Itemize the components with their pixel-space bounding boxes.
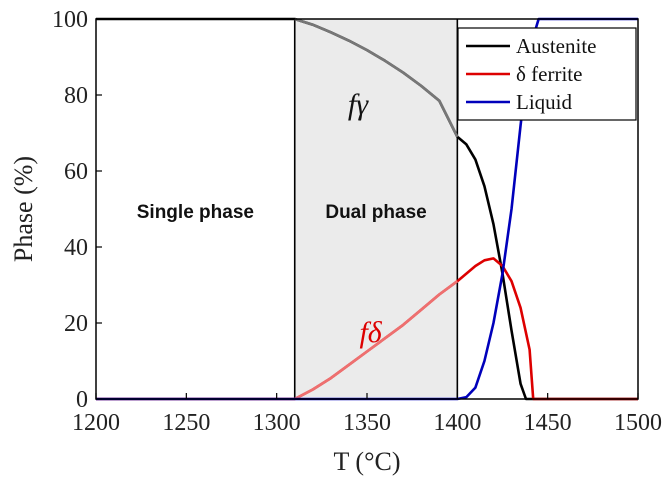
- x-tick-label: 1400: [433, 410, 481, 436]
- y-tick-label: 20: [64, 311, 88, 337]
- y-axis-label: Phase (%): [9, 156, 38, 262]
- legend-label: Liquid: [516, 90, 572, 114]
- y-tick-label: 100: [52, 7, 88, 33]
- phase-regions: Single phase Dual phase: [137, 19, 459, 399]
- y-tick-label: 40: [64, 235, 88, 261]
- annotations: fγ fδ: [348, 88, 383, 349]
- f-delta-annotation: fδ: [359, 316, 382, 349]
- region-shade-1: [294, 19, 458, 399]
- y-tick-label: 0: [76, 387, 88, 413]
- x-tick-label: 1450: [524, 410, 572, 436]
- x-tick-label: 1300: [253, 410, 301, 436]
- axis-ticks: 1200 1250 1300 1350 1400 1450 1500 0 20 40 60 80 100: [52, 7, 662, 436]
- legend-label: δ ferrite: [516, 62, 582, 86]
- region-label-0: Single phase: [137, 202, 254, 223]
- legend-label: Austenite: [516, 34, 596, 58]
- series-line-dual-0: [294, 17, 459, 138]
- series-line-dual-1: [294, 280, 459, 401]
- y-tick-label: 80: [64, 83, 88, 109]
- f-gamma-annotation: fγ: [348, 88, 369, 121]
- region-label-1: Dual phase: [325, 202, 426, 223]
- x-axis-label: T (°C): [334, 447, 401, 476]
- x-tick-label: 1200: [72, 410, 120, 436]
- x-tick-label: 1350: [343, 410, 391, 436]
- x-tick-label: 1500: [614, 410, 662, 436]
- legend: Austenite δ ferrite Liquid: [457, 27, 637, 121]
- y-tick-label: 60: [64, 159, 88, 185]
- x-tick-label: 1250: [162, 410, 210, 436]
